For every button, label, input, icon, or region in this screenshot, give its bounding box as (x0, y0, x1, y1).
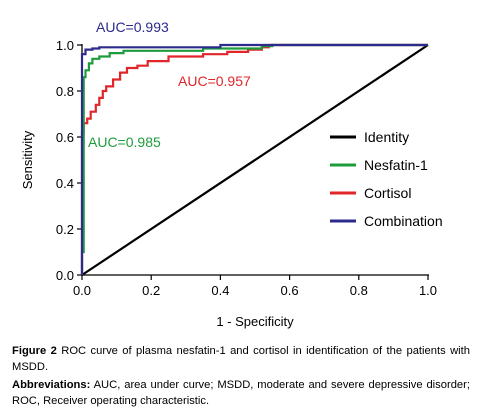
auc-label-combination: AUC=0.993 (96, 19, 169, 35)
series-line-cortisol (80, 43, 428, 275)
y-tick-label: 0.6 (56, 130, 74, 145)
abbreviations-label: Abbreviations: (12, 379, 91, 391)
series-line-combination (80, 43, 428, 275)
x-axis-label: 1 - Specificity (216, 314, 294, 329)
x-tick-label: 1.0 (419, 283, 437, 298)
series-line-identity (81, 44, 429, 276)
roc-chart: 0.0 0.2 0.4 0.6 0.8 1.0 0.0 0.2 0.4 0.6 0.8 1.0 1 - … (20, 19, 443, 329)
legend-label-combination: Combination (364, 213, 443, 229)
x-tick-label: 0.8 (350, 283, 368, 298)
abbreviations-text: AUC, area under curve; MSDD, moderate an… (12, 379, 470, 407)
legend-label-nesfatin-1: Nesfatin-1 (364, 157, 428, 173)
x-tick-label: 0.0 (73, 283, 91, 298)
y-tick-label: 1.0 (56, 38, 74, 53)
y-tick-label: 0.8 (56, 84, 74, 99)
auc-label-cortisol: AUC=0.957 (178, 73, 251, 89)
figure-caption: Figure 2 ROC curve of plasma nesfatin-1 … (12, 343, 470, 411)
x-tick-label: 0.6 (281, 283, 299, 298)
auc-label-nesfatin-1: AUC=0.985 (88, 134, 161, 150)
x-tick-label: 0.4 (211, 283, 229, 298)
legend-label-cortisol: Cortisol (364, 185, 411, 201)
caption-paragraph: Figure 2 ROC curve of plasma nesfatin-1 … (12, 343, 470, 375)
abbreviations-paragraph: Abbreviations: AUC, area under curve; MS… (12, 377, 470, 409)
y-tick-label: 0.0 (56, 268, 74, 283)
figure-text: ROC curve of plasma nesfatin-1 and corti… (12, 345, 470, 373)
y-axis-label: Sensitivity (20, 130, 35, 189)
roc-figure: 0.0 0.2 0.4 0.6 0.8 1.0 0.0 0.2 0.4 0.6 0.8 1.0 1 - … (20, 19, 443, 329)
x-tick-label: 0.2 (142, 283, 160, 298)
figure-label: Figure 2 (12, 345, 57, 357)
series-line-nesfatin-1 (80, 43, 428, 275)
y-tick-label: 0.4 (56, 176, 74, 191)
y-tick-label: 0.2 (56, 222, 74, 237)
legend-label-identity: Identity (364, 129, 409, 145)
